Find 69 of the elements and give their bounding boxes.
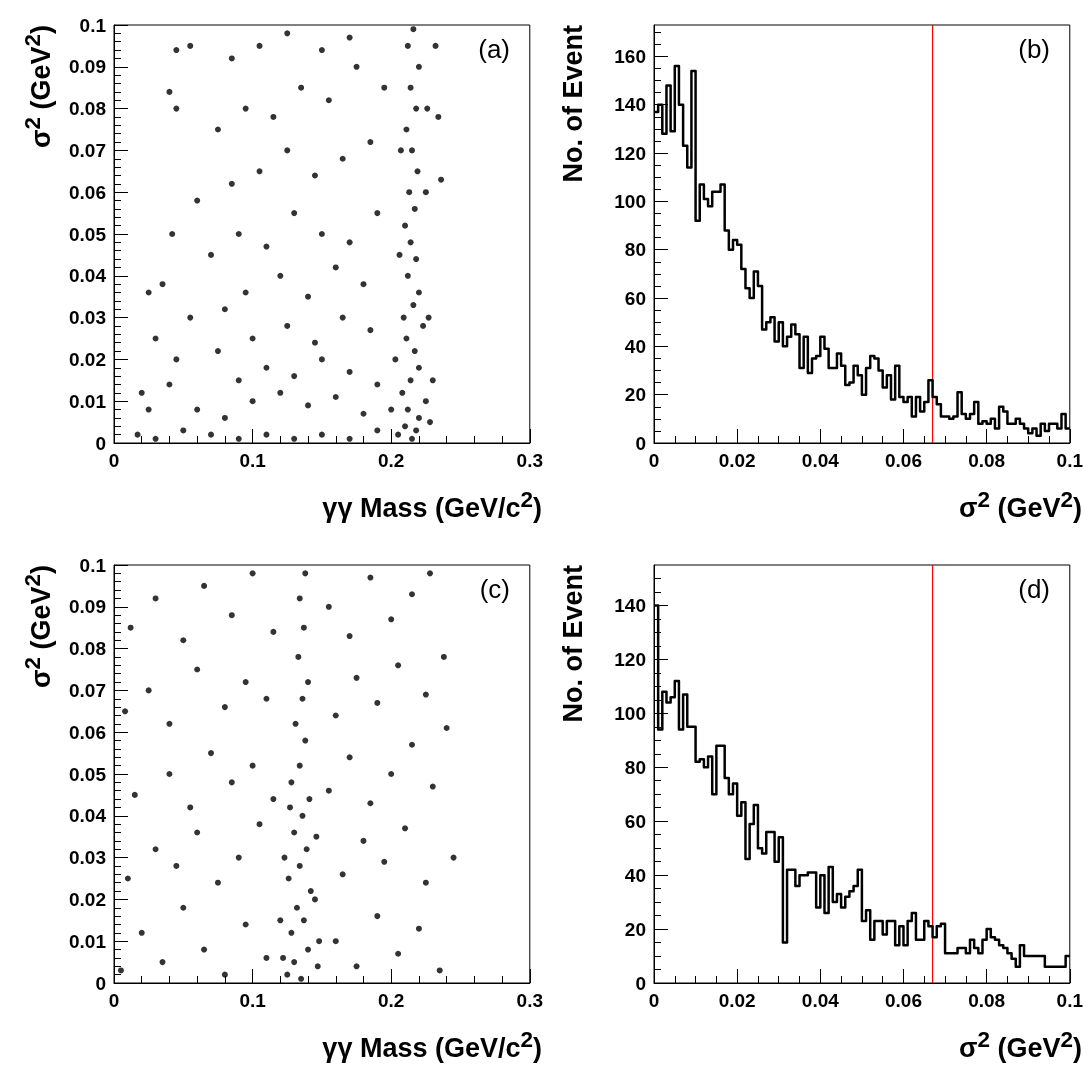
- y-tick-label: 0: [95, 972, 106, 994]
- x-tick-label: 0.1: [1056, 450, 1083, 471]
- x-tick-label: 0: [648, 990, 660, 1011]
- y-tick-label: 0.03: [69, 847, 106, 869]
- annotation: (b): [1018, 34, 1050, 64]
- y-tick-label: 0.07: [69, 679, 106, 701]
- x-tick-label: 0.1: [239, 990, 267, 1011]
- x-tick-label: 0: [108, 990, 120, 1011]
- x-axis-title: σ$^{2}$ (GeV$^{2}$): [958, 487, 1082, 524]
- x-tick-label: 0: [648, 450, 660, 471]
- y-tick-label: 0.05: [69, 763, 107, 785]
- y-tick-label: 60: [624, 810, 646, 832]
- y-tick-label: 40: [624, 864, 646, 886]
- y-tick-label: 0.08: [69, 638, 106, 660]
- y-tick-label: 100: [614, 190, 646, 212]
- y-tick-label: 0.02: [69, 348, 106, 370]
- annotation: (a): [478, 34, 510, 64]
- x-tick-label: 0.2: [377, 990, 405, 1011]
- y-tick-label: 0.09: [69, 56, 106, 78]
- x-tick-label: 0.1: [1056, 990, 1083, 1011]
- y-tick-label: 20: [624, 918, 646, 940]
- y-axis-title: No. of Event: [557, 565, 589, 725]
- y-tick-label: 0.07: [69, 139, 106, 161]
- y-tick-label: 20: [624, 384, 646, 406]
- y-tick-label: 0.03: [69, 307, 106, 329]
- y-tick-label: 140: [614, 594, 646, 616]
- y-tick-label: 0.08: [69, 98, 106, 120]
- x-tick-label: 0.02: [718, 450, 756, 471]
- y-tick-label: 60: [624, 287, 646, 309]
- y-tick-label: 120: [614, 142, 646, 164]
- x-tick-label: 0.2: [377, 450, 405, 471]
- y-tick-label: 0: [95, 432, 106, 454]
- x-tick-label: 0.06: [884, 450, 922, 471]
- y-tick-label: 0.05: [69, 223, 107, 245]
- x-tick-label: 0.3: [516, 990, 543, 1011]
- x-tick-label: 0.1: [239, 450, 267, 471]
- annotation: (c): [479, 574, 511, 604]
- y-tick-label: 0.09: [69, 596, 106, 618]
- y-tick-label: 0.02: [69, 888, 106, 910]
- x-tick-label: 0.08: [968, 450, 1006, 471]
- y-axis-title: No. of Event: [557, 25, 589, 185]
- annotation: (d): [1018, 574, 1050, 604]
- y-tick-label: 140: [614, 94, 646, 116]
- y-tick-label: 0.01: [69, 930, 107, 952]
- y-tick-label: 0.04: [69, 265, 107, 287]
- x-tick-label: 0.3: [516, 450, 543, 471]
- x-tick-label: 0.06: [884, 990, 922, 1011]
- y-tick-label: 0.1: [79, 554, 107, 576]
- y-tick-label: 0: [635, 972, 646, 994]
- y-tick-label: 0.06: [69, 721, 106, 743]
- y-tick-label: 80: [624, 239, 646, 261]
- y-tick-label: 0.1: [79, 14, 107, 36]
- x-axis-title: γγ Mass (GeV/c$^{2}$): [322, 487, 542, 524]
- x-tick-label: 0.08: [968, 990, 1006, 1011]
- y-tick-label: 0.06: [69, 181, 106, 203]
- y-tick-label: 0: [635, 432, 646, 454]
- y-tick-label: 0.01: [69, 390, 107, 412]
- x-tick-label: 0.02: [718, 990, 756, 1011]
- y-tick-label: 0.04: [69, 805, 107, 827]
- y-tick-label: 120: [614, 648, 646, 670]
- y-tick-label: 100: [614, 702, 646, 724]
- y-tick-label: 80: [624, 756, 646, 778]
- x-tick-label: 0: [108, 450, 120, 471]
- y-tick-label: 40: [624, 335, 646, 357]
- x-axis-title: σ$^{2}$ (GeV$^{2}$): [958, 1027, 1082, 1064]
- x-axis-title: γγ Mass (GeV/c$^{2}$): [322, 1027, 542, 1064]
- x-tick-label: 0.04: [801, 990, 840, 1011]
- y-tick-label: 160: [614, 45, 646, 67]
- x-tick-label: 0.04: [801, 450, 840, 471]
